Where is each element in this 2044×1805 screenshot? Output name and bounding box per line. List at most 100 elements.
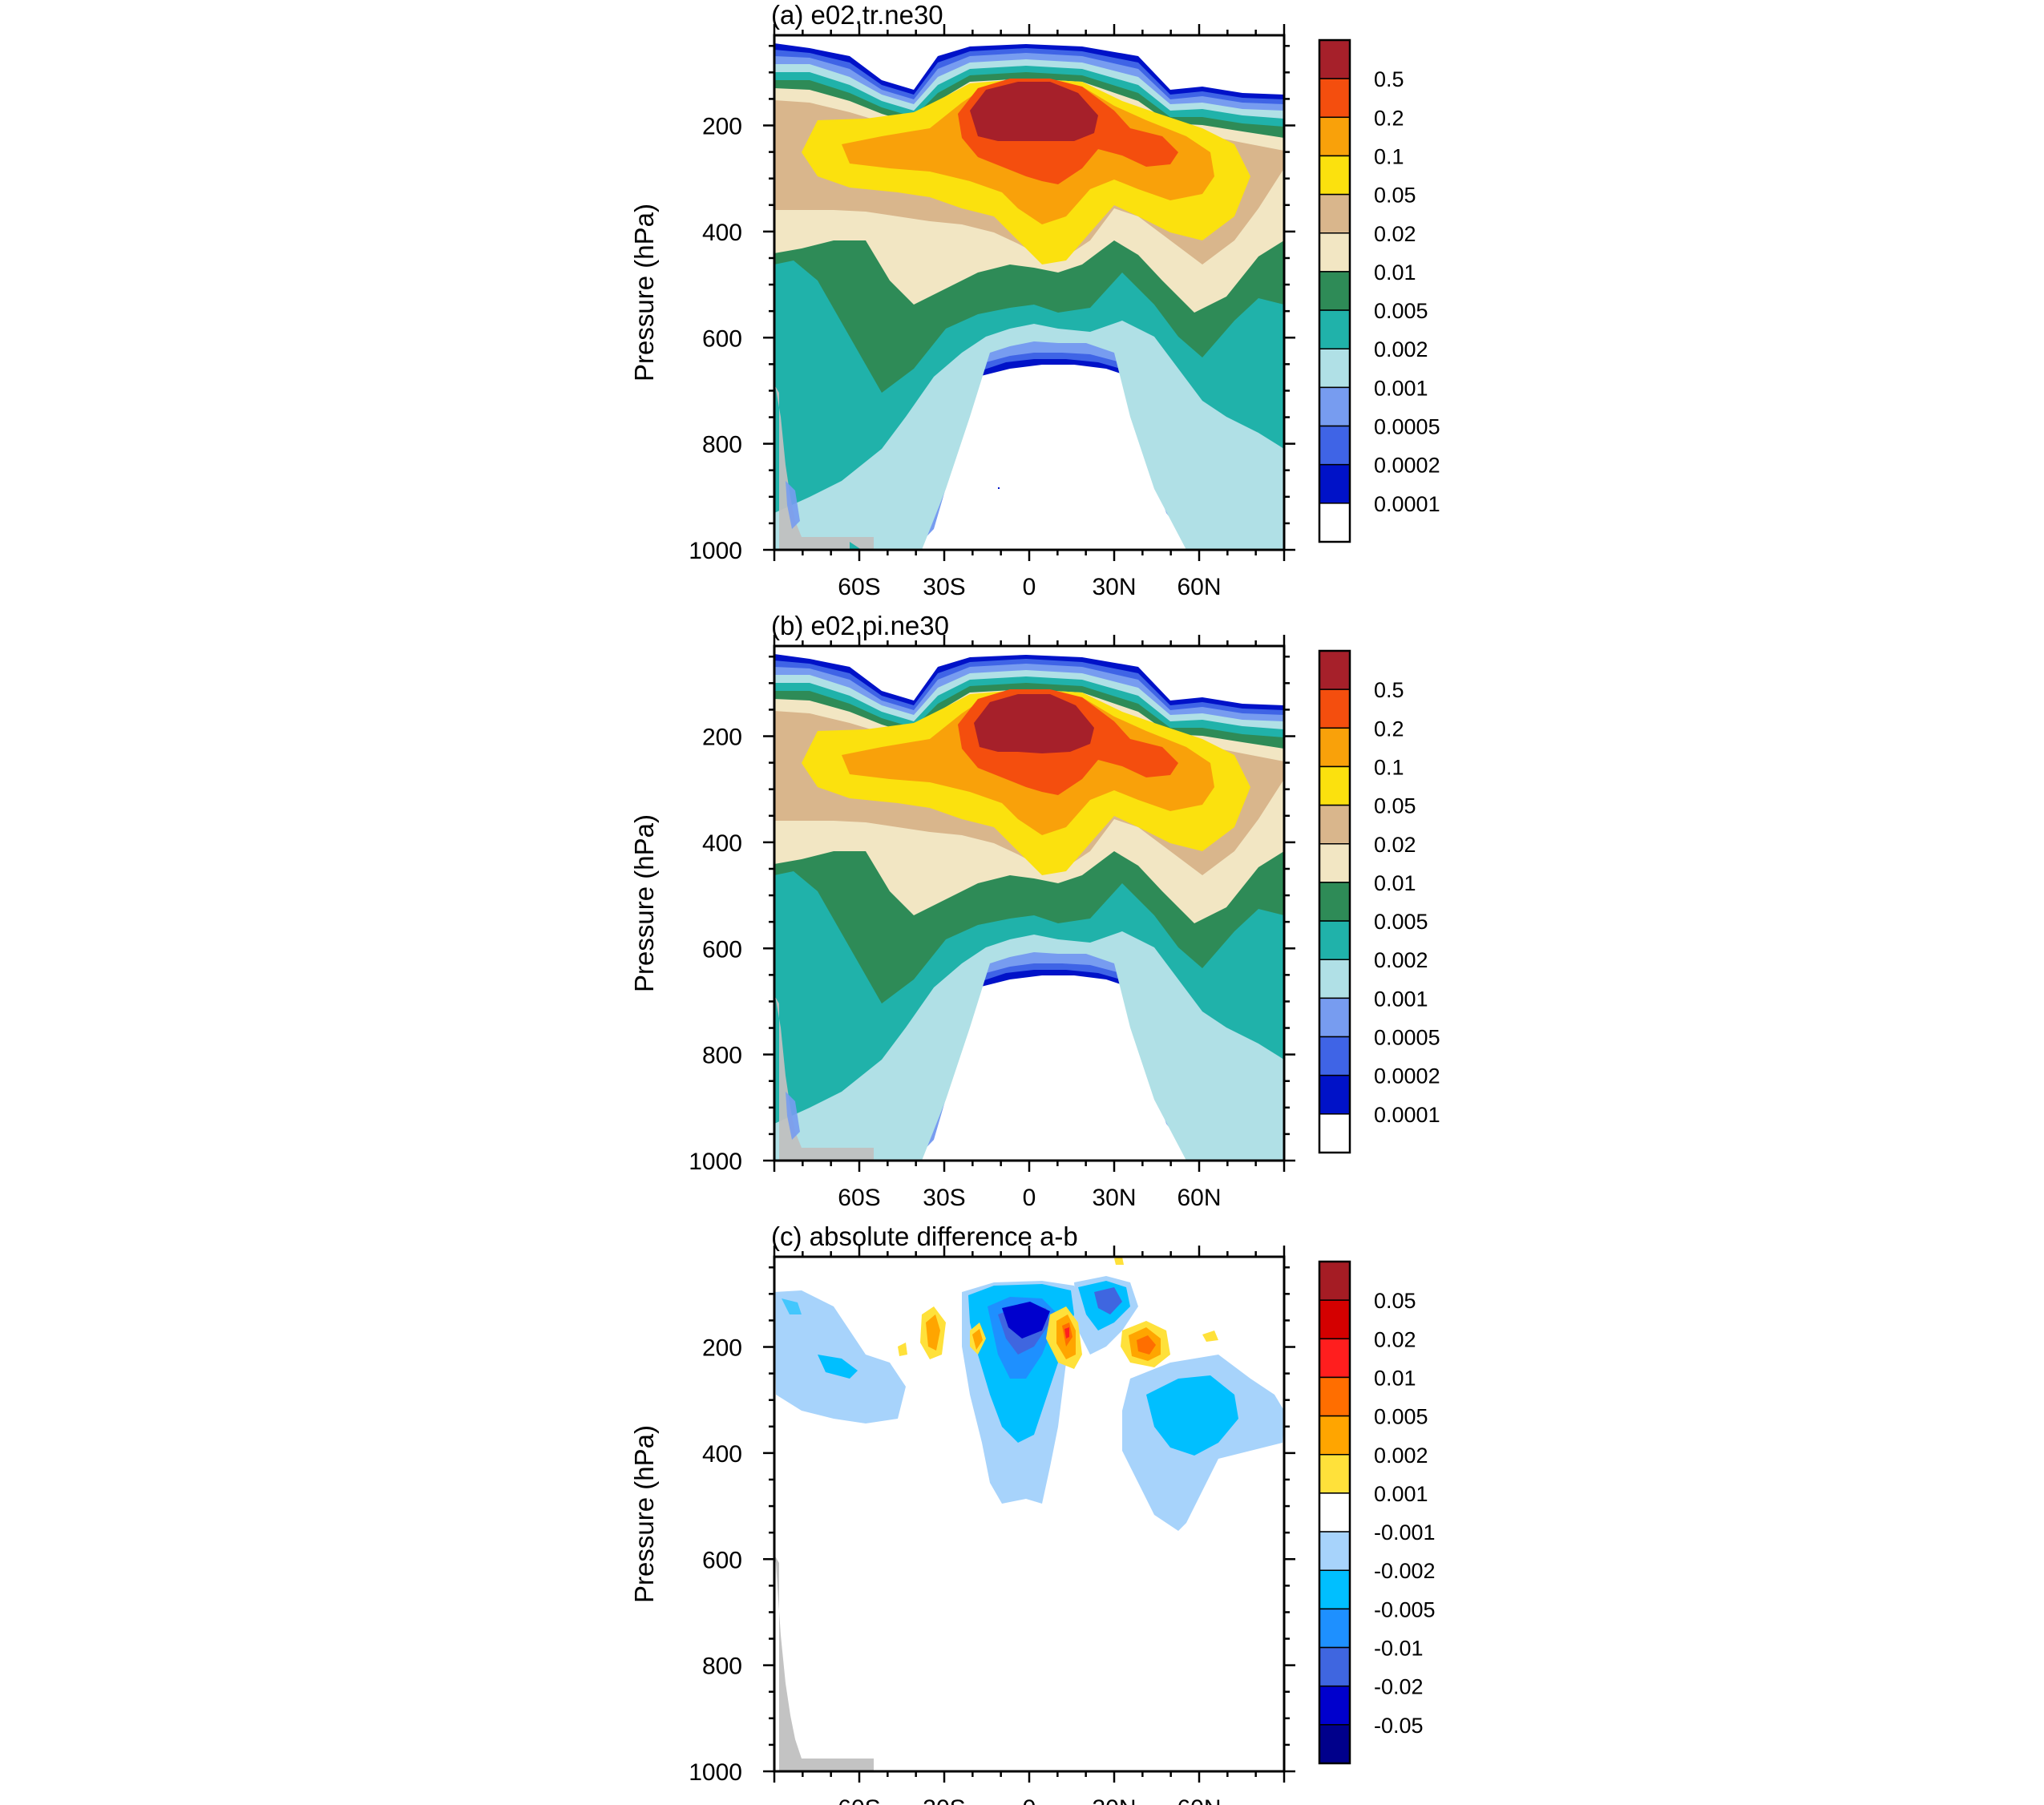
panel-b-cb-label: 0.05 bbox=[1374, 794, 1416, 818]
colorbar-frame bbox=[1318, 1260, 1351, 1765]
panel-a: (a) e02.tr.ne30 Pressure (hPa) 60S 30S 0 30… bbox=[629, 0, 1440, 600]
colorbar-swatch bbox=[1319, 1376, 1351, 1417]
x-tick-label: 60S bbox=[838, 1185, 880, 1211]
panel-c-cb-label: 0.002 bbox=[1374, 1444, 1428, 1468]
panel-a-cb-label: 0.1 bbox=[1374, 144, 1404, 168]
panel-a-cb-label: 0.001 bbox=[1374, 376, 1428, 400]
colorbar-swatch bbox=[1319, 765, 1351, 806]
panel-c-cb-label: 0.005 bbox=[1374, 1405, 1428, 1429]
panel-a-cb-label: 0.2 bbox=[1374, 106, 1404, 130]
x-tick-label: 60N bbox=[1177, 1185, 1221, 1211]
x-tick-label: 0 bbox=[1023, 574, 1036, 600]
panel-a-cb-label: 0.002 bbox=[1374, 337, 1428, 361]
x-tick-label: 30S bbox=[923, 574, 965, 600]
panel-c-cb-label: -0.001 bbox=[1374, 1520, 1436, 1545]
y-tick-label: 600 bbox=[702, 1547, 742, 1573]
colorbar-swatch bbox=[1319, 78, 1351, 119]
y-tick-label: 200 bbox=[702, 1335, 742, 1362]
panel-b-cb-label: 0.1 bbox=[1374, 755, 1404, 779]
panel-a-title: (a) e02.tr.ne30 bbox=[771, 0, 943, 30]
panel-c-cb-label: -0.002 bbox=[1374, 1559, 1436, 1583]
panel-a-colorbar bbox=[1318, 38, 1351, 543]
panel-c-cb-label: 0.001 bbox=[1374, 1482, 1428, 1506]
panel-b-colorbar-labels: 0.5 0.2 0.1 0.05 0.02 0.01 0.005 0.002 0… bbox=[1374, 678, 1440, 1127]
y-tick-label: 800 bbox=[702, 432, 742, 458]
colorbar-swatch bbox=[1319, 650, 1351, 690]
colorbar-swatch bbox=[1319, 116, 1351, 157]
panel-a-cb-label: 0.01 bbox=[1374, 260, 1416, 285]
panel-c-title: (c) absolute difference a-b bbox=[771, 1222, 1078, 1251]
x-tick-label: 60N bbox=[1177, 574, 1221, 600]
colorbar-frame bbox=[1318, 38, 1351, 543]
panel-b-cb-label: 0.2 bbox=[1374, 717, 1404, 741]
colorbar-swatch bbox=[1319, 386, 1351, 427]
x-tick-label: 0 bbox=[1023, 1185, 1036, 1211]
panel-a-cb-label: 0.05 bbox=[1374, 184, 1416, 208]
panel-b-contours bbox=[774, 646, 1284, 1161]
panel-b-cb-label: 0.5 bbox=[1374, 678, 1404, 702]
y-tick-label: 800 bbox=[702, 1654, 742, 1680]
panel-a-contours bbox=[774, 35, 1284, 550]
x-tick-label: 30N bbox=[1092, 1185, 1136, 1211]
colorbar-swatch bbox=[1319, 959, 1351, 999]
panel-b-cb-label: 0.001 bbox=[1374, 987, 1428, 1011]
panel-a-ylabel: Pressure (hPa) bbox=[629, 204, 659, 382]
colorbar-swatch bbox=[1319, 1074, 1351, 1115]
colorbar-swatch bbox=[1319, 1724, 1351, 1764]
y-tick-label: 400 bbox=[702, 1441, 742, 1468]
colorbar-swatch bbox=[1319, 1685, 1351, 1726]
y-tick-label: 400 bbox=[702, 830, 742, 857]
colorbar-swatch bbox=[1319, 425, 1351, 466]
panel-c-cb-label: -0.05 bbox=[1374, 1714, 1424, 1738]
y-tick-label: 200 bbox=[702, 114, 742, 140]
y-tick-label: 600 bbox=[702, 325, 742, 352]
colorbar-swatch bbox=[1319, 1113, 1351, 1153]
colorbar-swatch bbox=[1319, 1299, 1351, 1340]
colorbar-swatch bbox=[1319, 804, 1351, 845]
panel-b-colorbar bbox=[1318, 649, 1351, 1154]
panel-c-axes: 60S 30S 0 30N 60N 200 400 600 800 1000 bbox=[689, 1246, 1295, 1805]
colorbar-swatch bbox=[1319, 1454, 1351, 1494]
colorbar-swatch bbox=[1319, 1608, 1351, 1649]
y-tick-label: 1000 bbox=[689, 538, 742, 564]
x-tick-label: 30N bbox=[1092, 574, 1136, 600]
colorbar-swatch bbox=[1319, 843, 1351, 883]
panel-c-contours bbox=[774, 1257, 1284, 1771]
colorbar-swatch bbox=[1319, 1338, 1351, 1379]
panel-a-cb-label: 0.005 bbox=[1374, 299, 1428, 323]
panel-c-colorbar bbox=[1318, 1260, 1351, 1765]
colorbar-swatch bbox=[1319, 1646, 1351, 1687]
colorbar-swatch bbox=[1319, 1531, 1351, 1571]
colorbar-swatch bbox=[1319, 309, 1351, 349]
panel-a-axes: 60S 30S 0 30N 60N 200 400 600 800 1000 bbox=[689, 24, 1295, 600]
panel-c-cb-label: -0.02 bbox=[1374, 1675, 1424, 1699]
y-tick-label: 1000 bbox=[689, 1759, 742, 1786]
panel-a-cb-label: 0.02 bbox=[1374, 222, 1416, 246]
panel-c-cb-label: 0.05 bbox=[1374, 1289, 1416, 1313]
colorbar-swatch bbox=[1319, 727, 1351, 768]
y-tick-label: 400 bbox=[702, 220, 742, 246]
panel-b: (b) e02.pi.ne30 Pressure (hPa) bbox=[629, 611, 1440, 1211]
x-tick-label: 30N bbox=[1092, 1795, 1136, 1805]
colorbar-swatch bbox=[1319, 1569, 1351, 1610]
colorbar-swatch bbox=[1319, 1036, 1351, 1076]
panel-b-cb-label: 0.0002 bbox=[1374, 1064, 1440, 1088]
panel-b-cb-label: 0.0005 bbox=[1374, 1026, 1440, 1050]
y-tick-label: 1000 bbox=[689, 1149, 742, 1175]
panel-a-cb-label: 0.5 bbox=[1374, 67, 1404, 91]
colorbar-swatch bbox=[1319, 503, 1351, 543]
panel-b-cb-label: 0.0001 bbox=[1374, 1103, 1440, 1127]
colorbar-swatch bbox=[1319, 155, 1351, 196]
panel-c-cb-label: 0.02 bbox=[1374, 1327, 1416, 1351]
panel-b-cb-label: 0.005 bbox=[1374, 910, 1428, 934]
colorbar-swatch bbox=[1319, 39, 1351, 79]
colorbar-swatch bbox=[1319, 271, 1351, 311]
x-tick-label: 60S bbox=[838, 574, 880, 600]
y-tick-label: 800 bbox=[702, 1043, 742, 1069]
colorbar-swatch bbox=[1319, 882, 1351, 922]
x-tick-label: 60S bbox=[838, 1795, 880, 1805]
panel-b-ylabel: Pressure (hPa) bbox=[629, 814, 659, 992]
colorbar-swatch bbox=[1319, 348, 1351, 389]
x-tick-label: 60N bbox=[1177, 1795, 1221, 1805]
